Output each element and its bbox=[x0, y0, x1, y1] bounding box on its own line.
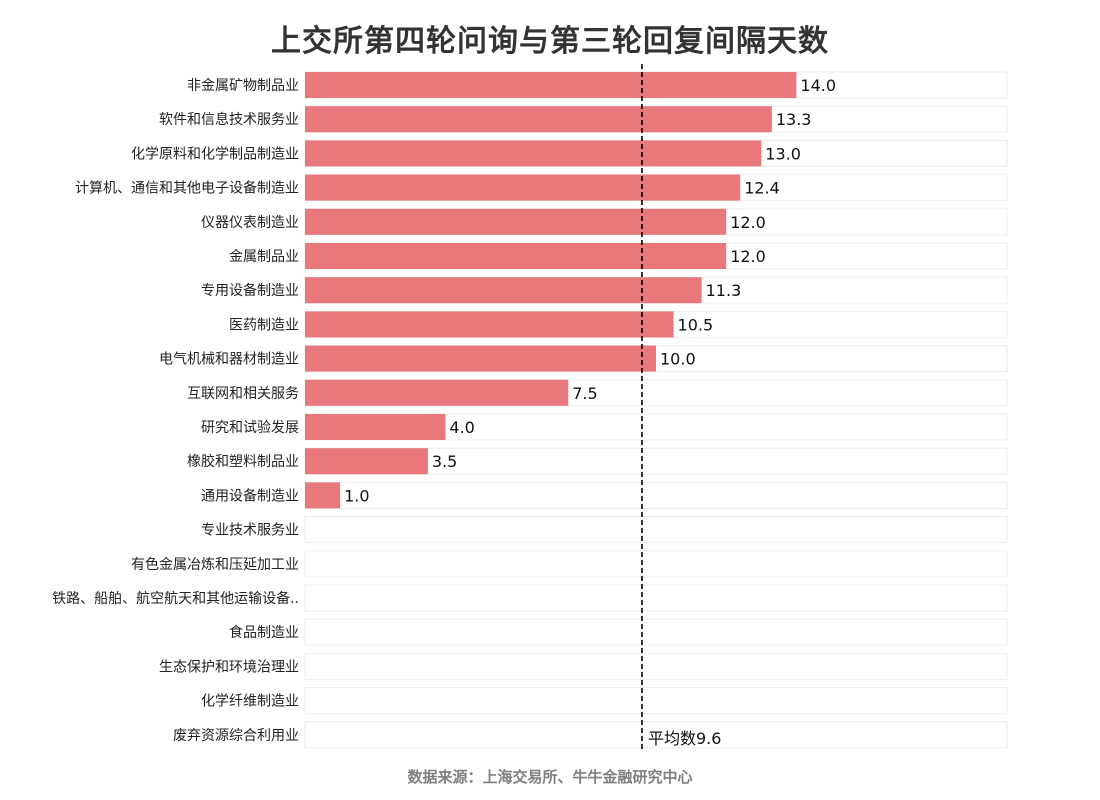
average-reference-label: 平均数9.6 bbox=[648, 729, 721, 748]
category-label: 橡胶和塑料制品业 bbox=[187, 453, 299, 470]
category-labels: 非金属矿物制品业软件和信息技术服务业化学原料和化学制品制造业计算机、通信和其他电… bbox=[52, 78, 299, 744]
bar-tracks bbox=[304, 71, 1008, 749]
value-label: 1.0 bbox=[344, 486, 369, 505]
bar bbox=[305, 482, 341, 509]
category-label: 化学原料和化学制品制造业 bbox=[131, 146, 299, 162]
bar-track bbox=[304, 721, 1008, 749]
bar bbox=[305, 311, 674, 338]
value-label: 12.0 bbox=[730, 247, 766, 266]
bar bbox=[305, 379, 569, 406]
bar bbox=[305, 174, 741, 201]
bar-track bbox=[304, 516, 1008, 544]
category-label: 互联网和相关服务 bbox=[187, 386, 299, 402]
category-label: 计算机、通信和其他电子设备制造业 bbox=[75, 180, 299, 197]
value-label: 3.5 bbox=[432, 452, 457, 471]
category-label: 食品制造业 bbox=[229, 624, 299, 641]
category-label: 研究和试验发展 bbox=[201, 420, 299, 436]
bar bbox=[305, 106, 772, 133]
category-label: 化学纤维制造业 bbox=[201, 694, 299, 710]
category-label: 专业技术服务业 bbox=[201, 523, 299, 539]
bar bbox=[305, 72, 797, 98]
value-label: 14.0 bbox=[800, 76, 836, 95]
category-label: 医药制造业 bbox=[229, 317, 299, 333]
value-labels: 14.0 13.3 13.0 12.4 12.0 12.0 11.3 10.5 10.0 7.5 4… bbox=[344, 76, 836, 505]
value-label: 10.5 bbox=[678, 315, 714, 334]
bars bbox=[305, 72, 797, 509]
bar bbox=[305, 448, 428, 475]
bar bbox=[305, 208, 727, 235]
bar-track bbox=[304, 584, 1008, 612]
value-label: 13.3 bbox=[776, 110, 812, 129]
bar-track bbox=[304, 481, 1008, 509]
value-label: 11.3 bbox=[706, 281, 742, 300]
category-label: 金属制品业 bbox=[229, 249, 299, 265]
category-label: 通用设备制造业 bbox=[201, 487, 299, 504]
bar bbox=[305, 345, 656, 372]
value-label: 4.0 bbox=[449, 418, 474, 437]
category-label: 仪器仪表制造业 bbox=[201, 215, 299, 231]
bar bbox=[305, 414, 446, 440]
value-label: 12.4 bbox=[744, 179, 780, 198]
category-label: 软件和信息技术服务业 bbox=[159, 111, 299, 128]
category-label: 电气机械和器材制造业 bbox=[159, 352, 299, 368]
value-label: 10.0 bbox=[660, 350, 696, 369]
bar-track bbox=[304, 652, 1008, 680]
category-label: 废弃资源综合利用业 bbox=[173, 728, 299, 744]
bar-track bbox=[304, 618, 1008, 646]
category-label: 有色金属冶炼和压延加工业 bbox=[131, 556, 299, 573]
bar bbox=[305, 277, 702, 304]
bar bbox=[305, 243, 727, 269]
category-label: 生态保护和环境治理业 bbox=[159, 659, 299, 675]
chart-title: 上交所第四轮问询与第三轮回复间隔天数 bbox=[271, 24, 829, 59]
bar-track bbox=[304, 687, 1008, 715]
reference-line-group: 平均数9.6 bbox=[641, 64, 721, 750]
bar bbox=[305, 140, 762, 167]
value-label: 7.5 bbox=[572, 384, 597, 403]
category-label: 铁路、船舶、航空航天和其他运输设备.. bbox=[52, 590, 299, 607]
category-label: 非金属矿物制品业 bbox=[187, 78, 299, 94]
source-note: 数据来源：上海交易所、牛牛金融研究中心 bbox=[407, 768, 693, 786]
value-label: 12.0 bbox=[730, 213, 766, 232]
category-label: 专用设备制造业 bbox=[201, 282, 299, 299]
value-label: 13.0 bbox=[765, 144, 801, 163]
bar-track bbox=[304, 550, 1008, 578]
